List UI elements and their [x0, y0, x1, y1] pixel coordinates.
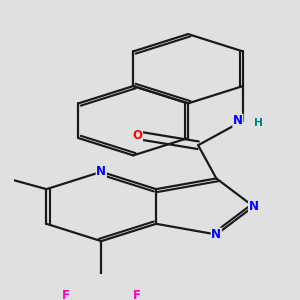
Text: N: N	[211, 228, 221, 241]
Text: N: N	[248, 200, 259, 213]
Text: H: H	[254, 118, 263, 128]
Text: F: F	[61, 289, 70, 300]
Text: N: N	[233, 114, 243, 127]
Text: N: N	[96, 165, 106, 178]
Text: F: F	[133, 289, 141, 300]
Text: O: O	[133, 129, 142, 142]
